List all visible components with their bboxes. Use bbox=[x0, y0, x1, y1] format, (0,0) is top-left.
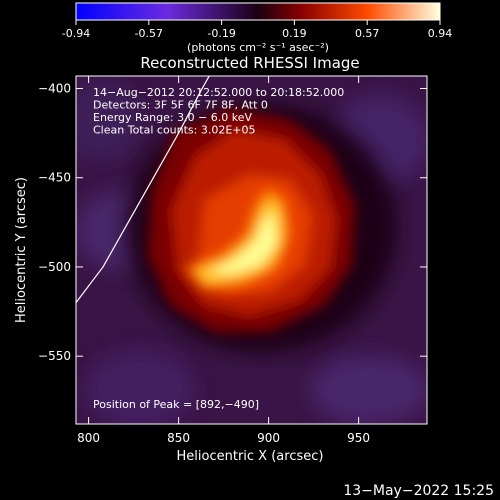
plot-area bbox=[76, 76, 427, 424]
x-tick-label: 900 bbox=[257, 431, 280, 445]
colorbar-ticks: -0.94 -0.57 -0.19 0.19 0.57 0.94 bbox=[62, 20, 452, 40]
footer-timestamp: 13−May−2022 15:25 bbox=[343, 483, 494, 499]
peak-position-label: Position of Peak = [892,−490] bbox=[93, 398, 259, 411]
plot-frame bbox=[75, 75, 428, 425]
x-tick-label: 950 bbox=[347, 431, 370, 445]
x-tick-label: 850 bbox=[167, 431, 190, 445]
source-core bbox=[185, 188, 290, 290]
y-axis-label: Heliocentric Y (arcsec) bbox=[14, 177, 29, 323]
y-tick-label: −450 bbox=[38, 171, 71, 185]
colorbar-tick-label: 0.57 bbox=[355, 27, 380, 40]
colorbar-tick-label: 0.19 bbox=[282, 27, 307, 40]
annotation-block: 14−Aug−2012 20:12:52.000 to 20:18:52.000… bbox=[93, 86, 344, 137]
solar-limb-curve bbox=[76, 76, 210, 304]
y-tick-label: −550 bbox=[38, 349, 71, 363]
y-axis-ticks: −400 −450 −500 −550 bbox=[38, 81, 427, 363]
annotation-line: Detectors: 3F 5F 6F 7F 8F, Att 0 bbox=[93, 99, 268, 112]
x-axis-ticks: 800 850 900 950 bbox=[77, 76, 370, 445]
annotation-line: Energy Range: 3.0 − 6.0 keV bbox=[93, 111, 253, 124]
colorbar-tick-label: 0.94 bbox=[428, 27, 453, 40]
colorbar-tick-label: -0.94 bbox=[62, 27, 90, 40]
y-tick-label: −400 bbox=[38, 81, 71, 95]
y-tick-label: −500 bbox=[38, 260, 71, 274]
annotation-line: Clean Total counts: 3.02E+05 bbox=[93, 124, 256, 137]
annotation-line: 14−Aug−2012 20:12:52.000 to 20:18:52.000 bbox=[93, 86, 344, 99]
colorbar-unit-label: (photons cm⁻² s⁻¹ asec⁻²) bbox=[187, 41, 329, 54]
colorbar: -0.94 -0.57 -0.19 0.19 0.57 0.94 (photons cm⁻… bbox=[62, 2, 452, 54]
x-tick-label: 800 bbox=[77, 431, 100, 445]
colorbar-tick-label: -0.57 bbox=[135, 27, 163, 40]
x-axis-label: Heliocentric X (arcsec) bbox=[177, 449, 324, 464]
colorbar-gradient bbox=[75, 2, 441, 21]
colorbar-tick-label: -0.19 bbox=[207, 27, 235, 40]
chart-title: Reconstructed RHESSI Image bbox=[140, 54, 359, 72]
